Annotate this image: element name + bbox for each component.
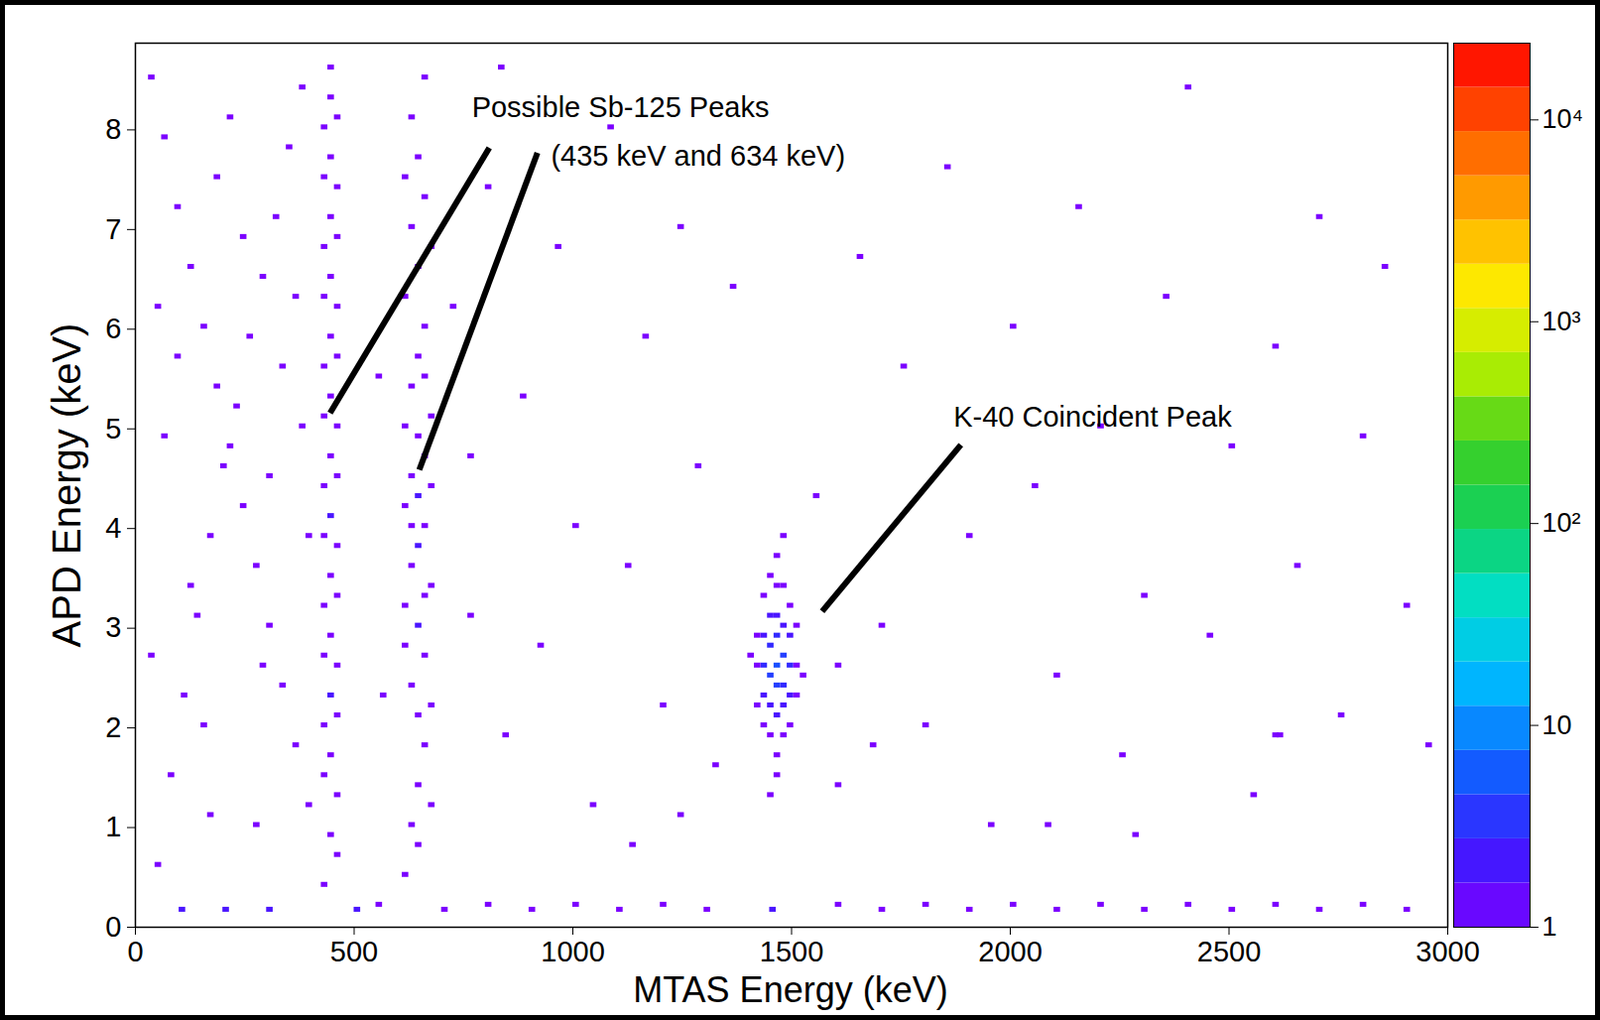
svg-text:(435 keV and 634 keV): (435 keV and 634 keV) [550,139,846,172]
svg-text:2: 2 [105,711,122,743]
svg-text:7: 7 [105,213,122,246]
svg-text:8: 8 [105,113,122,145]
html-text:MTAS Energy (keV): MTAS Energy (keV) [633,969,948,1010]
svg-text:1: 1 [1542,911,1558,942]
svg-text:10³: 10³ [1542,306,1582,337]
svg-text:5: 5 [105,412,122,445]
svg-text:2000: 2000 [978,935,1043,968]
svg-text:0: 0 [126,935,143,968]
svg-text:10⁴: 10⁴ [1542,104,1585,134]
svg-text:1: 1 [105,810,122,843]
svg-text:3: 3 [105,611,122,643]
svg-text:0: 0 [105,910,122,943]
svg-text:K-40 Coincident Peak: K-40 Coincident Peak [953,400,1232,433]
svg-text:4: 4 [105,511,122,544]
svg-text:1000: 1000 [540,935,606,968]
html-text:APD Energy (keV): APD Energy (keV) [44,322,88,648]
svg-text:3000: 3000 [1415,935,1480,968]
svg-text:6: 6 [105,312,122,345]
svg-text:Possible Sb-125 Peaks: Possible Sb-125 Peaks [472,91,770,124]
svg-text:2500: 2500 [1197,935,1262,968]
svg-text:1500: 1500 [759,935,825,968]
svg-text:10: 10 [1542,710,1573,740]
svg-text:10²: 10² [1542,507,1582,538]
svg-text:500: 500 [330,935,378,968]
